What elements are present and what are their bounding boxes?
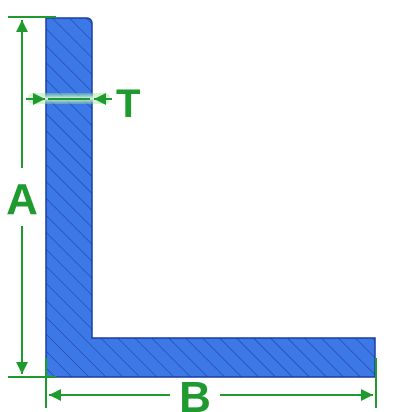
angle-profile	[46, 18, 375, 377]
dimension-a-label: A	[6, 175, 38, 224]
profile-hatch	[46, 18, 375, 377]
dimension-t-label: T	[116, 82, 140, 126]
dimension-b-label: B	[179, 373, 211, 412]
dimension-t	[26, 93, 112, 104]
profile-fill	[46, 18, 375, 377]
